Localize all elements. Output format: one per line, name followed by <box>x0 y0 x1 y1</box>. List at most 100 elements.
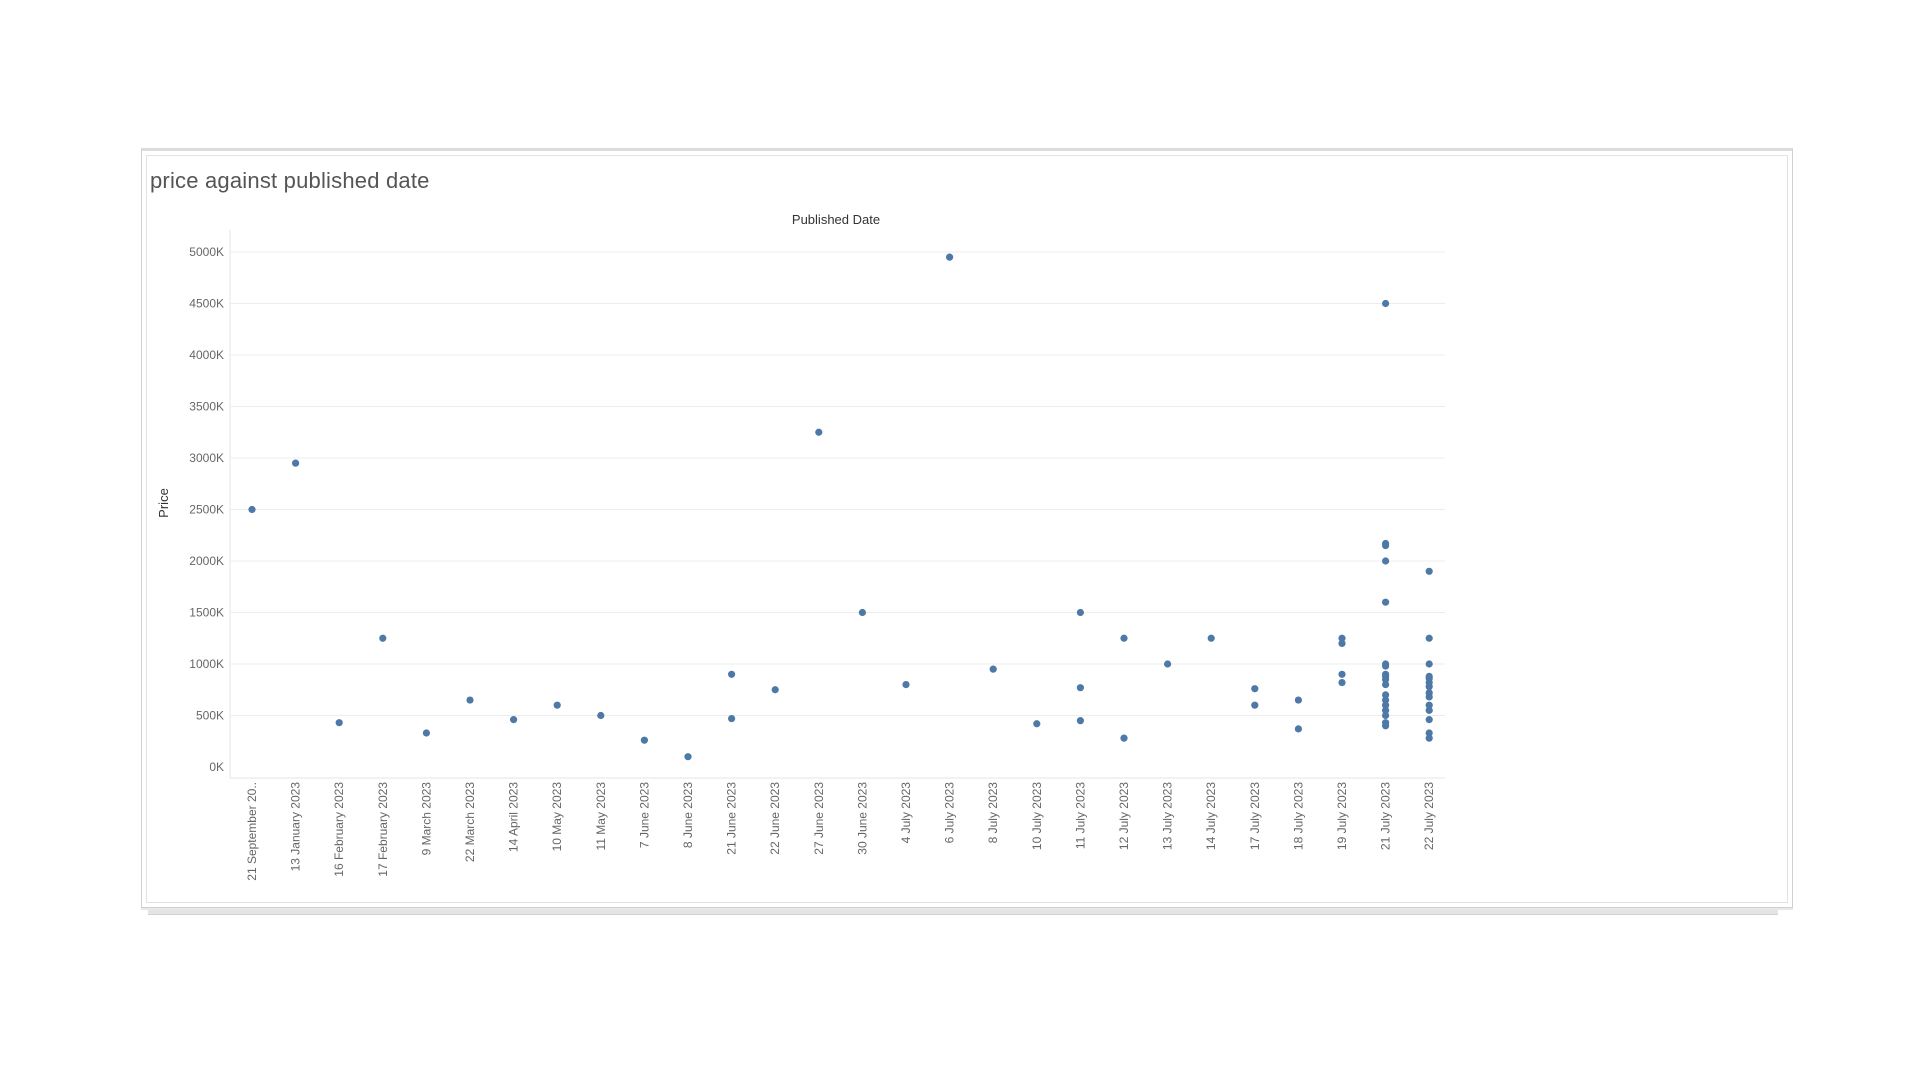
data-point[interactable] <box>1382 299 1390 308</box>
data-points[interactable] <box>248 253 1433 761</box>
data-point[interactable] <box>1382 557 1390 565</box>
data-point[interactable] <box>1425 660 1433 668</box>
x-tick-label: 11 May 2023 <box>594 782 608 851</box>
x-tick-label: 13 July 2023 <box>1161 782 1175 850</box>
x-axis-title: Published Date <box>792 212 880 227</box>
y-tick-label: 5000K <box>189 245 224 259</box>
data-point[interactable] <box>1294 696 1302 704</box>
x-tick-label: 18 July 2023 <box>1291 782 1305 850</box>
data-point[interactable] <box>1425 706 1433 714</box>
x-tick-label: 13 January 2023 <box>289 782 303 872</box>
y-tick-label: 3500K <box>189 400 224 414</box>
x-tick-label: 21 September 20.. <box>245 782 259 881</box>
data-point[interactable] <box>1076 684 1084 692</box>
chart-card-inner <box>146 155 1788 903</box>
y-tick-label: 2000K <box>189 554 224 568</box>
data-point[interactable] <box>1338 670 1346 678</box>
data-point[interactable] <box>1164 660 1172 668</box>
x-tick-label: 21 June 2023 <box>725 782 739 855</box>
data-point[interactable] <box>1425 567 1433 575</box>
x-tick-label: 8 June 2023 <box>681 782 695 848</box>
data-point[interactable] <box>1382 681 1390 689</box>
data-point[interactable] <box>422 729 430 737</box>
data-point[interactable] <box>379 634 387 642</box>
data-point[interactable] <box>1382 539 1390 548</box>
data-point[interactable] <box>1382 701 1390 709</box>
x-tick-label: 4 July 2023 <box>899 782 913 844</box>
data-point[interactable] <box>946 253 954 261</box>
data-point[interactable] <box>1425 689 1433 697</box>
data-point[interactable] <box>1382 696 1390 704</box>
data-point[interactable] <box>1382 706 1390 714</box>
x-tick-label: 21 July 2023 <box>1379 782 1393 850</box>
x-tick-label: 10 May 2023 <box>550 782 564 852</box>
x-tick-label: 9 March 2023 <box>419 782 433 856</box>
data-point[interactable] <box>728 714 736 723</box>
data-point[interactable] <box>1294 725 1302 733</box>
x-tick-label: 14 April 2023 <box>507 782 521 852</box>
y-tick-label: 1000K <box>189 657 224 671</box>
data-point[interactable] <box>509 716 518 724</box>
data-point[interactable] <box>1425 672 1433 680</box>
data-point[interactable] <box>1425 734 1433 742</box>
data-point[interactable] <box>1076 717 1084 725</box>
y-tick-label: 4500K <box>189 297 224 311</box>
x-tick-label: 17 February 2023 <box>376 782 390 877</box>
data-point[interactable] <box>1207 634 1215 642</box>
data-point[interactable] <box>597 711 605 720</box>
data-point[interactable] <box>1120 634 1128 642</box>
x-tick-label: 16 February 2023 <box>332 782 346 877</box>
data-point[interactable] <box>292 459 300 467</box>
data-point[interactable] <box>1338 678 1346 687</box>
data-point[interactable] <box>1425 634 1433 642</box>
data-point[interactable] <box>1382 598 1390 606</box>
grid-layer <box>229 230 1445 779</box>
x-tick-label: 7 June 2023 <box>637 782 651 848</box>
data-point[interactable] <box>466 696 474 704</box>
data-point[interactable] <box>902 681 910 689</box>
x-tick-label: 12 July 2023 <box>1117 782 1131 850</box>
x-tick-label: 17 July 2023 <box>1248 782 1262 850</box>
data-point[interactable] <box>1382 670 1390 678</box>
data-point[interactable] <box>989 665 997 673</box>
y-tick-label: 1500K <box>189 606 224 620</box>
data-point[interactable] <box>1382 691 1390 699</box>
data-point[interactable] <box>1033 720 1041 728</box>
data-point[interactable] <box>728 670 736 678</box>
data-point[interactable] <box>1076 608 1084 617</box>
y-tick-label: 4000K <box>189 348 224 362</box>
data-point[interactable] <box>1251 685 1259 693</box>
data-point[interactable] <box>815 428 823 436</box>
data-point[interactable] <box>1120 734 1128 742</box>
x-tick-label: 8 July 2023 <box>986 782 1000 844</box>
chart-title: price against published date <box>150 168 430 193</box>
data-point[interactable] <box>1251 701 1259 709</box>
data-point[interactable] <box>1425 716 1433 724</box>
data-point[interactable] <box>553 701 561 709</box>
y-axis: 0K 500K 1000K 1500K 2000K 2500K 3000K 3500K 4000… <box>189 245 224 774</box>
x-tick-label: 22 March 2023 <box>463 782 477 862</box>
y-tick-label: 3000K <box>189 451 224 465</box>
x-tick-label: 22 July 2023 <box>1422 782 1436 850</box>
x-tick-label: 19 July 2023 <box>1335 782 1349 850</box>
y-tick-label: 500K <box>196 709 224 723</box>
data-point[interactable] <box>684 753 692 761</box>
x-axis: 21 September 20.. 13 January 2023 16 Febru… <box>245 782 1436 881</box>
x-tick-label: 14 July 2023 <box>1204 782 1218 850</box>
y-tick-label: 2500K <box>189 503 224 517</box>
data-point[interactable] <box>1382 719 1390 727</box>
data-point[interactable] <box>1338 639 1346 648</box>
data-point[interactable] <box>1382 711 1390 720</box>
data-point[interactable] <box>1425 701 1433 709</box>
data-point[interactable] <box>1338 634 1346 642</box>
data-point[interactable] <box>248 505 256 514</box>
data-point[interactable] <box>858 608 867 617</box>
data-point[interactable] <box>640 736 649 744</box>
data-point[interactable] <box>1425 729 1433 737</box>
x-tick-label: 27 June 2023 <box>812 782 826 855</box>
data-point[interactable] <box>1382 660 1390 668</box>
card-shadow <box>148 908 1778 915</box>
data-point[interactable] <box>335 719 343 727</box>
data-point[interactable] <box>771 686 779 694</box>
